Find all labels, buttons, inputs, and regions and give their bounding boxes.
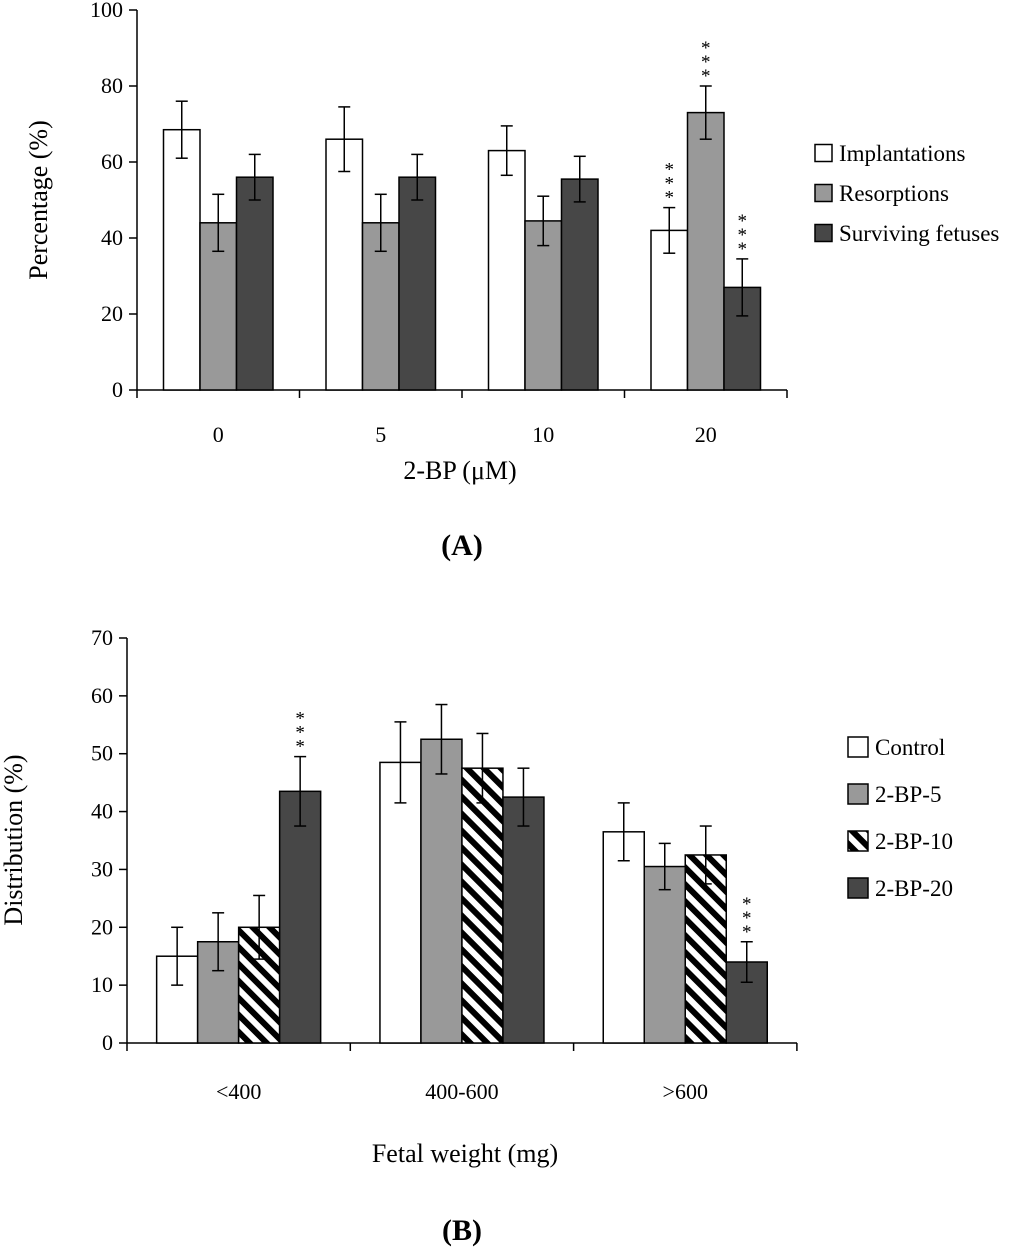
chart-b-legend-swatch-2-bp-10 <box>847 830 869 852</box>
chart-b-bar-2-bp-20-400-600 <box>502 796 545 1044</box>
chart-a-legend-label-resorptions: Resorptions <box>839 181 949 206</box>
chart-b-ytick-label-10: 10 <box>91 972 113 997</box>
chart-b-xtick-label-lt-400: <400 <box>216 1079 261 1104</box>
chart-a-bar-implantations-5 <box>325 138 364 391</box>
chart-a-bar-implantations-20 <box>650 229 689 391</box>
chart-b-errorbar-2-bp-20-400-600 <box>517 767 530 827</box>
chart-b-bar-2-bp-20-lt-400 <box>278 790 322 1044</box>
chart-a-legend-swatch-surviving-fetuses <box>814 223 833 243</box>
chart-a-bar-implantations-10 <box>487 149 526 391</box>
chart-b-legend-label-control: Control <box>875 735 945 760</box>
chart-b-significance-2-bp-20-lt-400: * * * <box>295 709 305 758</box>
chart-a-errorbar-surviving-fetuses-0 <box>248 153 261 201</box>
chart-b-legend-swatch-2-bp-20 <box>847 877 869 899</box>
chart-b-ytick-label-40: 40 <box>91 799 113 824</box>
chart-a-ytick-label-80: 80 <box>101 73 123 98</box>
chart-b-errorbar-2-bp-20-gt-600 <box>740 941 753 983</box>
chart-b-errorbar-2-bp-10-lt-400 <box>253 894 266 960</box>
chart-b-ylabel: Distribution (%) <box>0 754 28 925</box>
chart-b-bar-2-bp-10-400-600 <box>461 767 504 1044</box>
chart-b-errorbar-2-bp-5-lt-400 <box>212 912 225 972</box>
chart-a-errorbar-resorptions-20 <box>699 85 712 140</box>
chart-a-errorbar-resorptions-5 <box>374 193 387 253</box>
chart-a-xlabel: 2-BP (μM) <box>403 456 516 485</box>
chart-a-xtick-label-0: 0 <box>213 422 224 447</box>
chart-b-bar-2-bp-10-gt-600 <box>684 854 727 1044</box>
chart-b-xlabel: Fetal weight (mg) <box>372 1139 558 1168</box>
chart-b-significance-2-bp-20-gt-600: * * * <box>742 894 752 943</box>
chart-a-errorbar-surviving-fetuses-20 <box>736 258 749 317</box>
chart-b-xtick-label-400-600: 400-600 <box>425 1079 498 1104</box>
chart-b-xtick-label-gt-600: >600 <box>663 1079 708 1104</box>
chart-b-ytick-label-0: 0 <box>102 1030 113 1055</box>
chart-a: Percentage (%) 2-BP (μM) (A) 0 20 40 60 80 10… <box>24 0 999 562</box>
chart-b-legend-swatch-2-bp-5 <box>847 783 869 805</box>
chart-a-xtick-label-5: 5 <box>375 422 386 447</box>
chart-a-legend-swatch-resorptions <box>814 183 833 203</box>
chart-a-errorbar-surviving-fetuses-5 <box>411 153 424 201</box>
chart-b-legend-label-2-bp-5: 2-BP-5 <box>875 782 941 807</box>
chart-a-xtick-label-20: 20 <box>695 422 717 447</box>
chart-a-bar-implantations-0 <box>162 128 201 391</box>
chart-a-bar-resorptions-10 <box>524 220 563 391</box>
chart-a-legend-label-surviving-fetuses: Surviving fetuses <box>839 221 999 246</box>
chart-a-bar-surviving-fetuses-0 <box>235 176 274 391</box>
chart-a-bar-resorptions-20 <box>686 111 725 391</box>
chart-b-errorbar-control-lt-400 <box>171 926 184 986</box>
chart-b-ytick-label-30: 30 <box>91 856 113 881</box>
chart-b-errorbar-2-bp-20-lt-400 <box>294 755 307 827</box>
chart-a-errorbar-implantations-20 <box>663 206 676 254</box>
chart-b-ytick-label-20: 20 <box>91 914 113 939</box>
chart-b-errorbar-2-bp-10-gt-600 <box>699 825 712 885</box>
chart-b-bar-2-bp-5-gt-600 <box>643 865 686 1044</box>
chart-b-legend-label-2-bp-10: 2-BP-10 <box>875 829 953 854</box>
chart-a-ylabel: Percentage (%) <box>24 120 53 280</box>
chart-b-ytick-label-50: 50 <box>91 741 113 766</box>
chart-a-legend-label-implantations: Implantations <box>839 141 966 166</box>
chart-a-errorbar-implantations-10 <box>500 125 513 177</box>
chart-a-ytick-label-0: 0 <box>112 377 123 402</box>
chart-b-legend-swatch-control <box>847 736 869 758</box>
chart-b-errorbar-2-bp-10-400-600 <box>476 732 489 804</box>
chart-a-errorbar-resorptions-0 <box>212 193 225 253</box>
chart-a-ytick-label-100: 100 <box>90 0 123 22</box>
chart-a-bar-surviving-fetuses-10 <box>560 178 599 391</box>
chart-a-errorbar-implantations-5 <box>338 106 351 173</box>
chart-a-significance-implantations-20: * * * <box>665 160 675 209</box>
chart-b-bar-control-gt-600 <box>602 831 645 1044</box>
chart-b-legend-label-2-bp-20: 2-BP-20 <box>875 876 953 901</box>
chart-a-significance-resorptions-20: * * * <box>701 38 711 87</box>
chart-a-xtick-label-10: 10 <box>532 422 554 447</box>
chart-b-ytick-label-70: 70 <box>91 625 113 650</box>
chart-b-errorbar-2-bp-5-gt-600 <box>658 842 671 891</box>
chart-a-ytick-label-20: 20 <box>101 301 123 326</box>
chart-b-errorbar-control-gt-600 <box>617 802 630 862</box>
chart-a-errorbar-resorptions-10 <box>537 195 550 247</box>
chart-b-bar-control-400-600 <box>379 761 422 1044</box>
chart-a-errorbar-surviving-fetuses-10 <box>573 155 586 203</box>
chart-a-panel-label: (A) <box>441 529 483 562</box>
chart-b-errorbar-control-400-600 <box>394 721 407 804</box>
chart-b-bar-2-bp-5-400-600 <box>420 738 463 1044</box>
chart-a-ytick-label-60: 60 <box>101 149 123 174</box>
chart-a-legend-swatch-implantations <box>814 143 833 163</box>
chart-b-panel-label: (B) <box>442 1214 482 1247</box>
chart-a-ytick-label-40: 40 <box>101 225 123 250</box>
chart-a-significance-surviving-fetuses-20: * * * <box>738 211 748 260</box>
chart-b-errorbar-2-bp-5-400-600 <box>435 703 448 775</box>
chart-a-bar-surviving-fetuses-5 <box>398 176 437 391</box>
chart-b-ytick-label-60: 60 <box>91 683 113 708</box>
chart-b: Distribution (%) Fetal weight (mg) (B) 0… <box>0 625 953 1247</box>
chart-a-errorbar-implantations-0 <box>175 100 188 159</box>
